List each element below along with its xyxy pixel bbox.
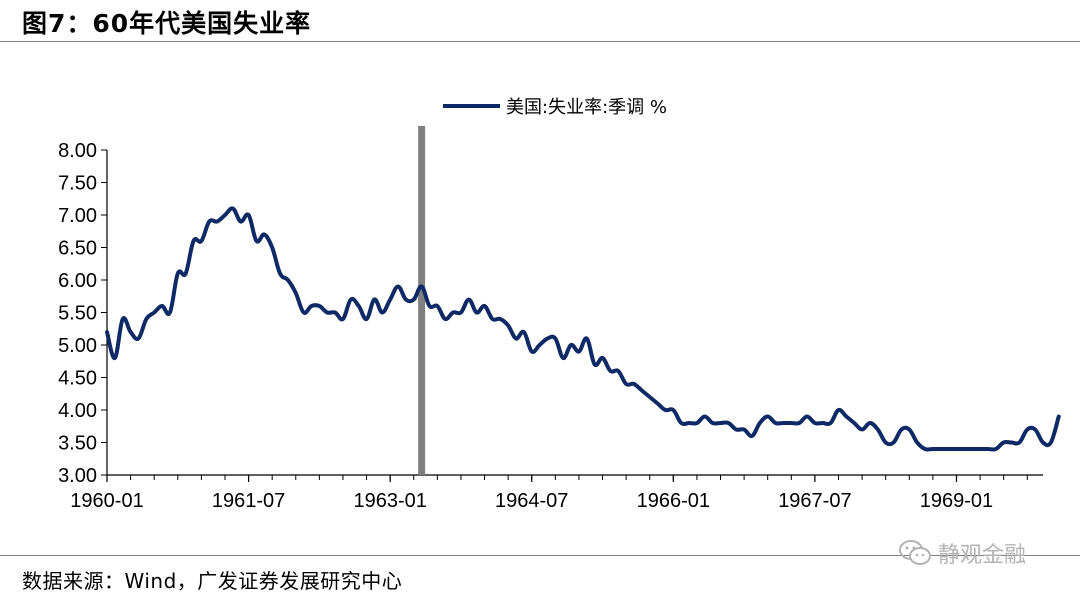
- y-tick-label: 4.00: [58, 400, 97, 422]
- x-tick-label: 1969-01: [920, 490, 993, 512]
- x-tick-label: 1963-01: [353, 490, 426, 512]
- series-layer: [105, 206, 1061, 452]
- line-chart: 美国:失业率:季调 % 8.00 7.50 7.00 6.50 6.00 5.50 5.00…: [58, 97, 1061, 512]
- y-tick-label: 5.50: [58, 303, 97, 325]
- axes: 8.00 7.50 7.00 6.50 6.00 5.50 5.00 4.50 4.00 3.50…: [58, 140, 1043, 512]
- y-tick-label: 6.00: [58, 270, 97, 292]
- footer-divider: [0, 555, 1080, 556]
- y-tick-label: 8.00: [58, 140, 97, 162]
- x-tick-label: 1961-07: [212, 490, 285, 512]
- y-tick-label: 7.50: [58, 173, 97, 195]
- x-tick-label: 1966-01: [637, 490, 710, 512]
- watermark-text: 静观金融: [938, 543, 1027, 568]
- x-tick-label: 1960-01: [70, 490, 143, 512]
- source-note: 数据来源：Wind，广发证券发展研究中心: [22, 569, 403, 593]
- x-tick-label: 1967-07: [778, 490, 851, 512]
- y-tick-label: 3.00: [58, 465, 97, 487]
- wechat-icon: [899, 540, 931, 565]
- title-divider: [0, 41, 1080, 42]
- y-tick-label: 5.00: [58, 335, 97, 357]
- legend: 美国:失业率:季调 %: [443, 97, 667, 118]
- y-tick-label: 3.50: [58, 433, 97, 455]
- x-tick-label: 1964-07: [495, 490, 568, 512]
- watermark: 静观金融: [898, 537, 1026, 569]
- y-tick-label: 7.00: [58, 205, 97, 227]
- series-line-unemployment-rate: [105, 206, 1061, 452]
- y-tick-label: 4.50: [58, 368, 97, 390]
- y-tick-label: 6.50: [58, 238, 97, 260]
- chart-title: 图7：60年代美国失业率: [22, 9, 312, 38]
- legend-label: 美国:失业率:季调 %: [506, 97, 667, 118]
